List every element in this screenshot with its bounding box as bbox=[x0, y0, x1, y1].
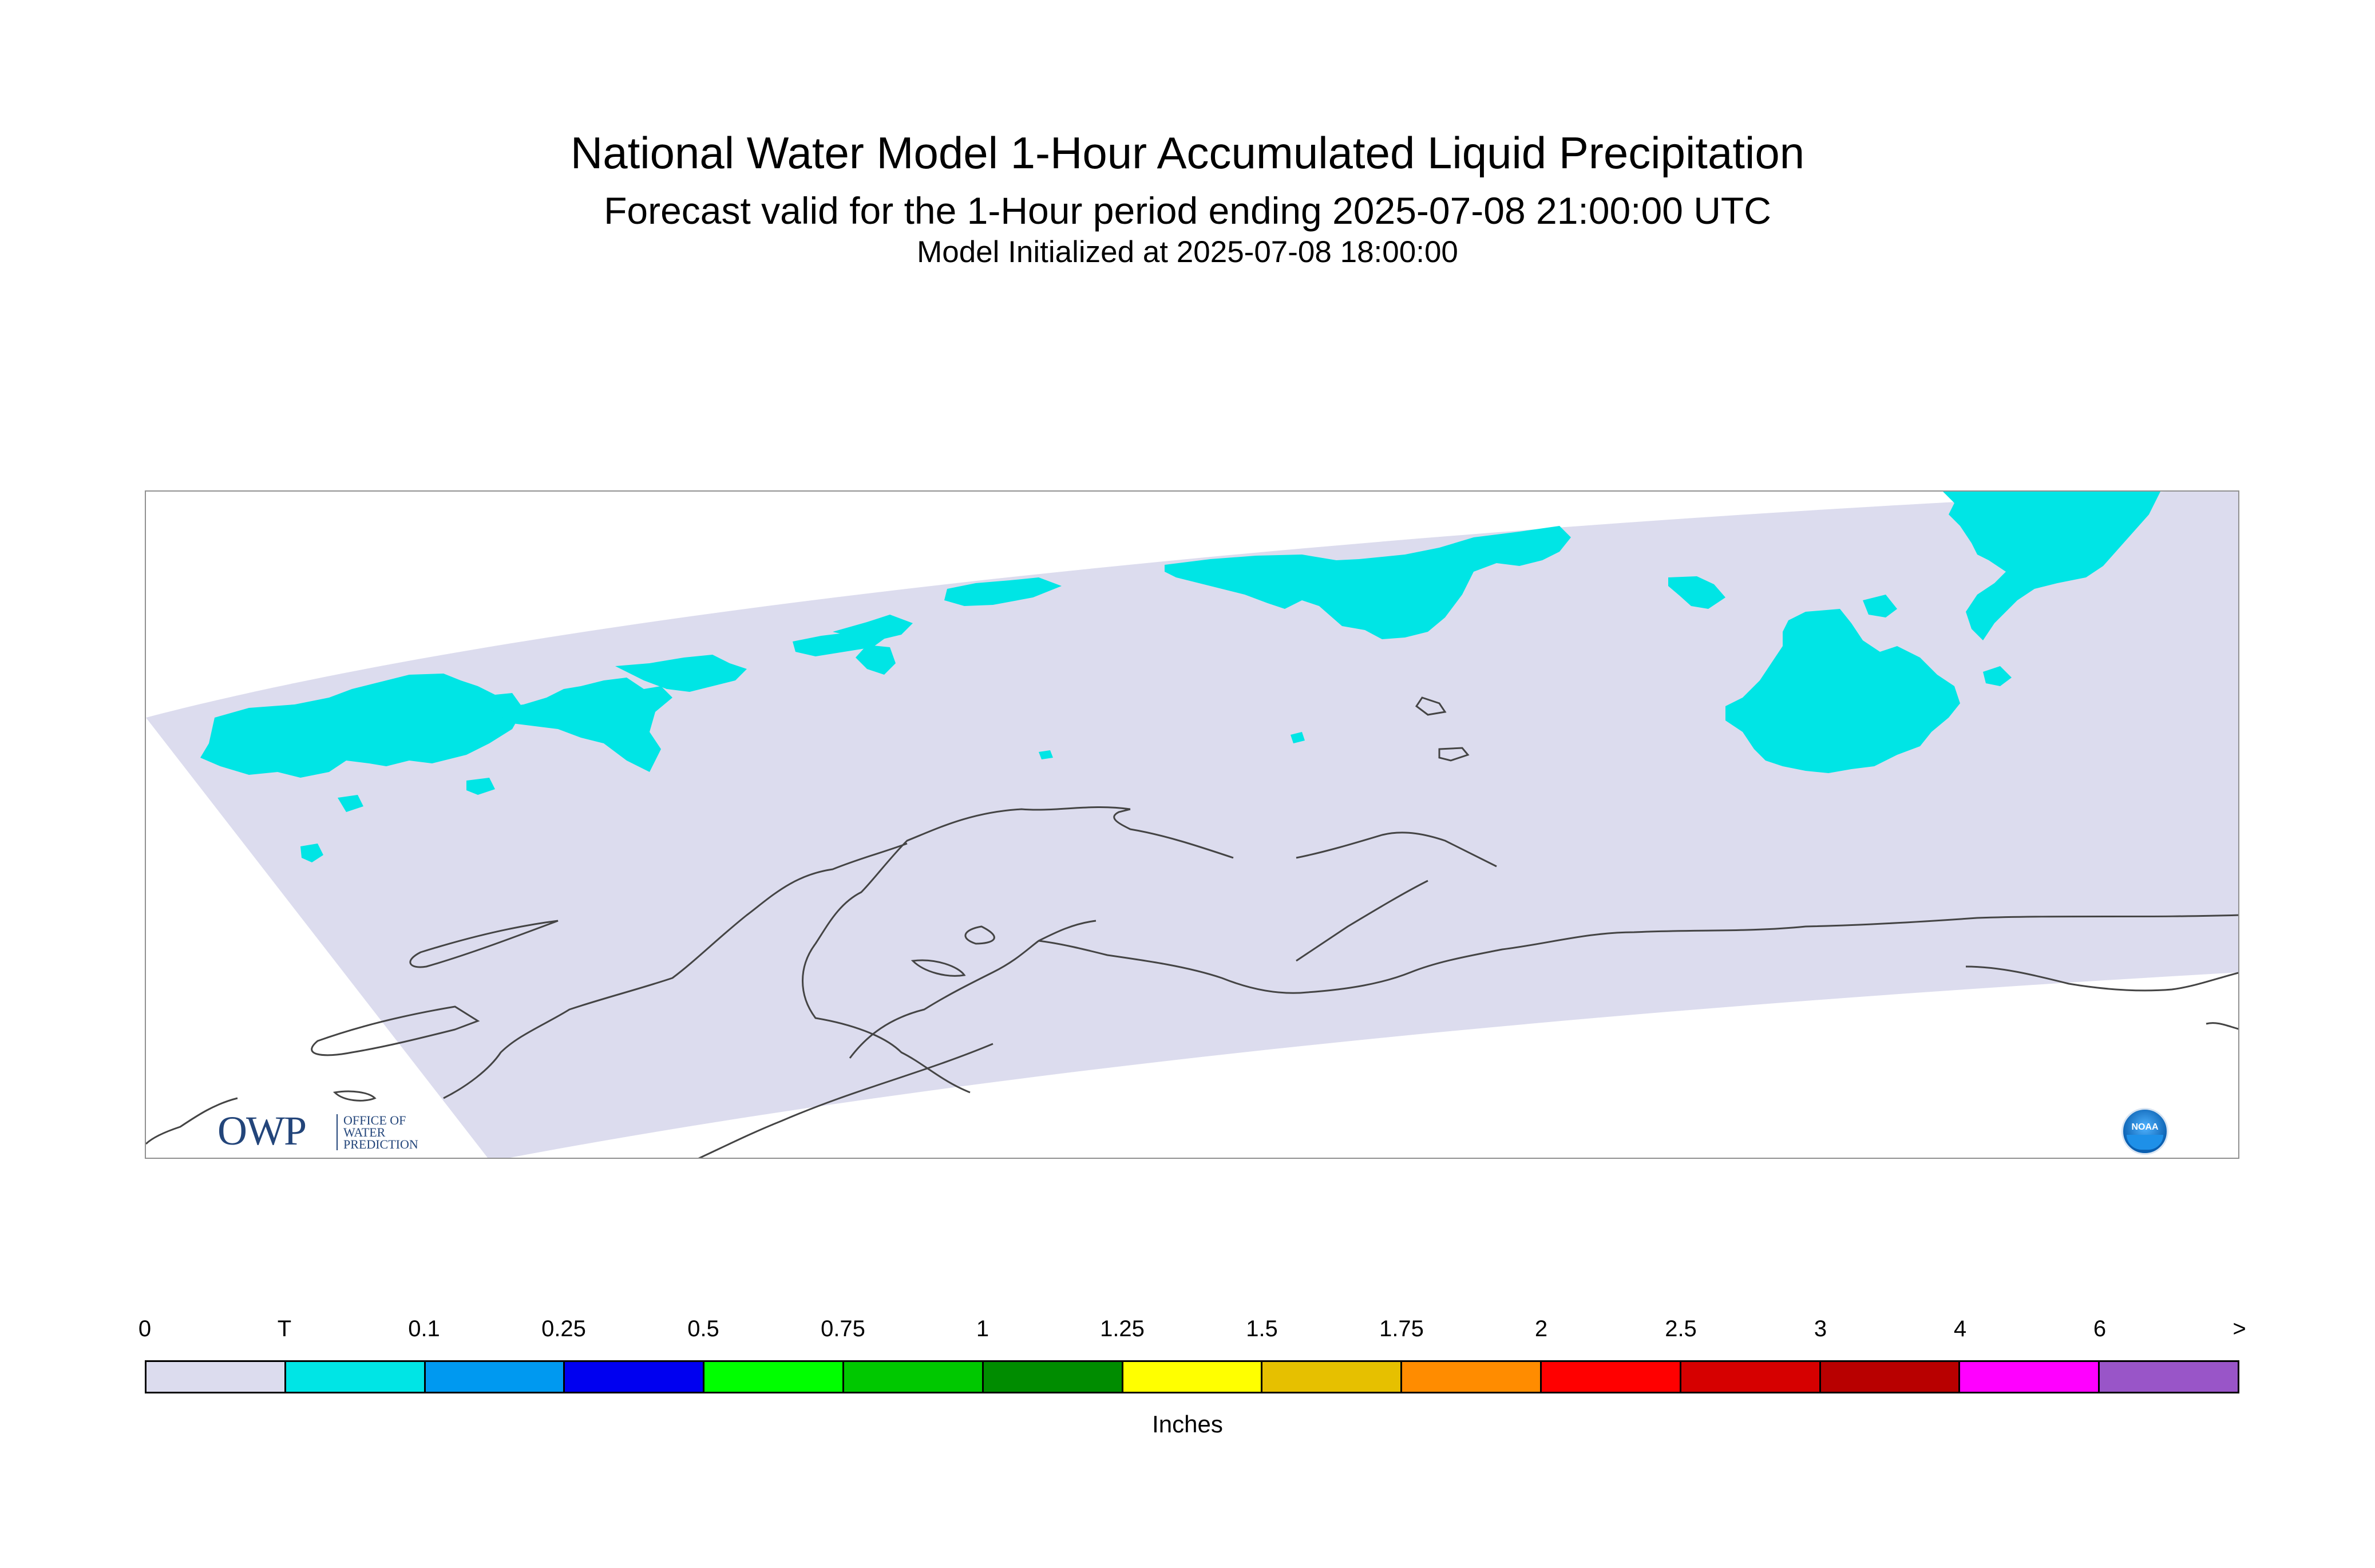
noaa-wave-icon bbox=[2127, 1135, 2163, 1150]
legend-tick-label: 1 bbox=[976, 1316, 989, 1341]
legend-tick-label: 0 bbox=[138, 1316, 152, 1341]
legend-swatch bbox=[2100, 1362, 2238, 1392]
legend-tick-label: 1.75 bbox=[1379, 1316, 1424, 1341]
legend-tick-label: 0.1 bbox=[408, 1316, 440, 1341]
legend-tick-label: 3 bbox=[1814, 1316, 1827, 1341]
legend-tick-label: 2 bbox=[1534, 1316, 1548, 1341]
legend-swatch bbox=[983, 1362, 1123, 1392]
legend-tick-label: 1.5 bbox=[1246, 1316, 1278, 1341]
noaa-logo: NOAA bbox=[2121, 1108, 2168, 1155]
legend-tick-label: 0.75 bbox=[821, 1316, 865, 1341]
legend-swatch bbox=[286, 1362, 426, 1392]
precipitation-map: OWP OFFICE OF WATER PREDICTION NOAA bbox=[145, 490, 2239, 1159]
legend-units: Inches bbox=[1152, 1411, 1223, 1438]
legend-tick-label: 1.25 bbox=[1100, 1316, 1145, 1341]
coastlines bbox=[146, 696, 2238, 1158]
legend-swatch bbox=[147, 1362, 286, 1392]
legend-tick-label: 6 bbox=[2093, 1316, 2107, 1341]
legend-swatch bbox=[1262, 1362, 1403, 1392]
legend-tick-label: 0.25 bbox=[541, 1316, 586, 1341]
legend-swatch bbox=[425, 1362, 565, 1392]
owp-logo-mark: OWP bbox=[217, 1108, 307, 1154]
forecast-valid-subtitle: Forecast valid for the 1-Hour period end… bbox=[604, 189, 1771, 232]
model-initialized-label: Model Initialized at 2025-07-08 18:00:00 bbox=[917, 235, 1458, 269]
owp-logo-text: OFFICE OF WATER PREDICTION bbox=[337, 1114, 418, 1151]
legend-tick-label: 4 bbox=[1953, 1316, 1967, 1341]
legend-swatch bbox=[704, 1362, 844, 1392]
legend-swatch bbox=[1541, 1362, 1681, 1392]
legend-swatch bbox=[844, 1362, 984, 1392]
precip-trace-areas bbox=[200, 492, 2160, 862]
map-title: National Water Model 1-Hour Accumulated … bbox=[570, 128, 1805, 178]
legend-tick-label: T bbox=[277, 1316, 292, 1341]
legend-swatch bbox=[565, 1362, 705, 1392]
legend-swatch bbox=[1820, 1362, 1961, 1392]
legend-swatch bbox=[1123, 1362, 1263, 1392]
legend-tick-label: 2.5 bbox=[1665, 1316, 1697, 1341]
legend-swatch bbox=[1402, 1362, 1542, 1392]
legend-tick-label: 0.5 bbox=[687, 1316, 719, 1341]
colorbar-legend bbox=[145, 1360, 2239, 1393]
legend-swatch bbox=[1681, 1362, 1821, 1392]
legend-tick-label: > bbox=[2232, 1316, 2246, 1341]
legend-swatch bbox=[1960, 1362, 2100, 1392]
map-canvas bbox=[146, 492, 2238, 1158]
model-domain bbox=[146, 492, 2238, 1158]
